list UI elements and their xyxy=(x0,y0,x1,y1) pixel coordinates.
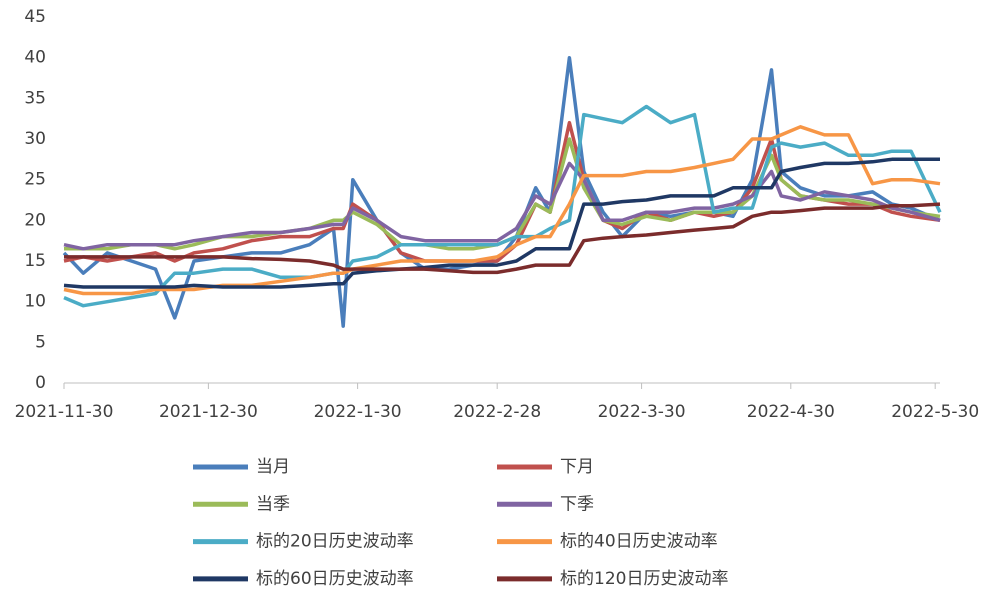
legend-label: 当季 xyxy=(256,494,290,514)
y-tick-label: 45 xyxy=(24,7,46,27)
y-tick-label: 30 xyxy=(24,129,46,149)
legend-label: 标的40日历史波动率 xyxy=(560,532,718,552)
legend-label: 下月 xyxy=(560,457,594,477)
x-tick-label: 2022-1-30 xyxy=(314,402,402,422)
y-tick-label: 40 xyxy=(24,48,46,68)
y-tick-label: 20 xyxy=(24,210,46,230)
y-tick-label: 0 xyxy=(35,373,46,393)
x-tick-label: 2021-11-30 xyxy=(15,402,114,422)
y-tick-label: 5 xyxy=(35,332,46,352)
legend-label: 标的120日历史波动率 xyxy=(560,569,728,589)
y-tick-label: 35 xyxy=(24,88,46,108)
x-tick-label: 2022-2-28 xyxy=(453,402,541,422)
y-tick-label: 15 xyxy=(24,251,46,271)
legend-label: 下季 xyxy=(560,494,594,514)
x-tick-label: 2021-12-30 xyxy=(159,402,258,422)
series-line xyxy=(63,104,942,308)
x-tick-label: 2022-3-30 xyxy=(598,402,686,422)
legend-label: 当月 xyxy=(256,457,290,477)
series-line xyxy=(64,202,941,275)
y-tick-label: 10 xyxy=(24,292,46,312)
x-tick-label: 2022-4-30 xyxy=(747,402,835,422)
legend-label: 标的20日历史波动率 xyxy=(256,532,414,552)
legend-label: 标的60日历史波动率 xyxy=(256,569,414,589)
series-line xyxy=(63,161,941,251)
series-line xyxy=(63,157,940,289)
y-tick-label: 25 xyxy=(24,170,46,190)
x-tick-label: 2022-5-30 xyxy=(891,402,979,422)
series-line xyxy=(64,137,941,251)
